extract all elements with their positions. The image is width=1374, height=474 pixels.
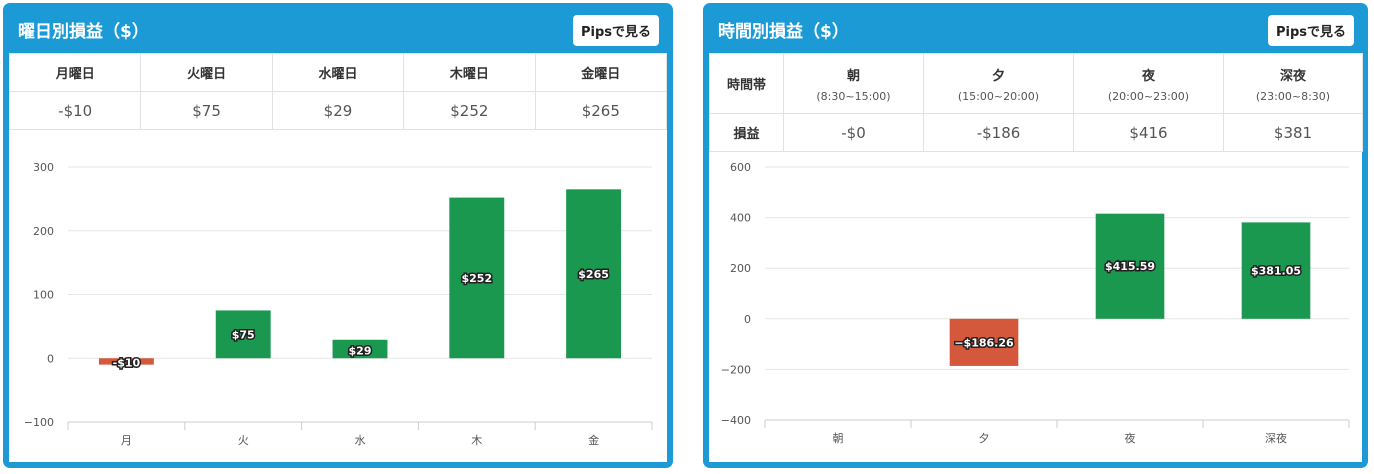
weekday-header: 月曜日 <box>8 53 142 92</box>
weekday-header: 木曜日 <box>403 53 536 92</box>
table-value-row: -$10 $75 $29 $252 $265 <box>8 91 668 130</box>
y-tick-label: 0 <box>744 313 751 326</box>
data-label: −$186.26 <box>954 336 1014 349</box>
panel-title: 時間別損益（$） <box>718 22 849 42</box>
panel-body: 月曜日 火曜日 水曜日 木曜日 金曜日 -$10 $75 $29 $252 $2… <box>8 53 668 462</box>
period-name: 朝 <box>846 68 860 84</box>
timeslot-table: 時間帯 朝 (8:30~15:00) 夕 (15:00~20:00) 夜 (20… <box>709 53 1363 152</box>
bar <box>449 197 505 359</box>
y-tick-label: 200 <box>33 225 54 238</box>
period-value: $381 <box>1223 113 1363 152</box>
weekday-bar-chart: 300 200 100 0 −100 -$10 月 $75 火 $29 水 $252 木 $265 金 <box>24 161 653 447</box>
y-tick-label: −400 <box>721 414 751 427</box>
y-tick-label: 0 <box>47 352 54 365</box>
bar <box>1241 222 1311 319</box>
view-pips-button[interactable]: Pipsで見る <box>573 15 659 46</box>
timeslot-pl-panel: 時間別損益（$） Pipsで見る 時間帯 朝 (8:30~15:00) 夕 (1… <box>703 3 1368 468</box>
period-name: 深夜 <box>1279 68 1306 84</box>
x-tick-label: 木 <box>471 434 482 447</box>
y-tick-label: −100 <box>24 416 54 429</box>
weekday-value: -$10 <box>8 91 142 130</box>
bar <box>215 310 271 359</box>
weekday-value: $265 <box>534 91 668 130</box>
x-tick-label: 夜 <box>1125 431 1136 445</box>
y-tick-label: 400 <box>730 212 751 225</box>
period-range: (8:30~15:00) <box>816 89 891 103</box>
time-zone-header: 時間帯 <box>709 53 784 114</box>
y-tick-label: 600 <box>730 161 751 174</box>
y-tick-label: −200 <box>721 363 751 376</box>
view-pips-button[interactable]: Pipsで見る <box>1268 15 1354 46</box>
x-tick-label: 月 <box>121 434 132 447</box>
y-tick-label: 100 <box>33 289 54 302</box>
period-name: 夜 <box>1141 68 1155 84</box>
y-tick-label: 300 <box>33 161 54 174</box>
period-name: 夕 <box>991 68 1005 84</box>
data-label: $381.05 <box>1251 265 1301 278</box>
period-header: 朝 (8:30~15:00) <box>783 53 924 114</box>
bar <box>98 358 154 365</box>
period-range: (23:00~8:30) <box>1255 89 1331 103</box>
weekday-table: 月曜日 火曜日 水曜日 木曜日 金曜日 -$10 $75 $29 $252 $2… <box>8 53 668 130</box>
x-tick-label: 水 <box>355 434 366 447</box>
bar <box>949 318 1019 366</box>
timeslot-bar-chart: 600 400 200 0 −200 −400 朝 −$186.26 夕 $415.59 夜 $381… <box>721 161 1350 445</box>
bar <box>1095 213 1165 319</box>
x-tick-label: 朝 <box>833 432 844 445</box>
weekday-header: 金曜日 <box>534 53 668 92</box>
bar <box>566 189 622 359</box>
period-value: -$0 <box>783 113 924 152</box>
period-value: $416 <box>1073 113 1224 152</box>
data-label: $265 <box>578 268 609 281</box>
period-header: 深夜 (23:00~8:30) <box>1223 53 1363 114</box>
panel-header: 曜日別損益（$） Pipsで見る <box>3 3 673 53</box>
period-value: -$186 <box>923 113 1074 152</box>
panel-title: 曜日別損益（$） <box>18 22 149 42</box>
data-label: $29 <box>349 344 372 357</box>
panel-header: 時間別損益（$） Pipsで見る <box>703 3 1368 53</box>
weekday-value: $252 <box>403 91 536 130</box>
weekday-value: $29 <box>271 91 405 130</box>
weekday-value: $75 <box>140 91 273 130</box>
period-range: (20:00~23:00) <box>1107 89 1190 103</box>
table-header-row: 月曜日 火曜日 水曜日 木曜日 金曜日 <box>8 53 668 92</box>
x-tick-label: 深夜 <box>1265 431 1287 445</box>
x-tick-label: 夕 <box>979 432 990 445</box>
period-range: (15:00~20:00) <box>957 89 1040 103</box>
data-label: $415.59 <box>1105 260 1155 273</box>
pl-row-header: 損益 <box>709 113 784 152</box>
weekday-header: 水曜日 <box>271 53 405 92</box>
data-label: $75 <box>232 328 255 341</box>
y-tick-label: 200 <box>730 262 751 275</box>
table-value-row: 損益 -$0 -$186 $416 $381 <box>709 113 1363 152</box>
period-header: 夜 (20:00~23:00) <box>1073 53 1224 114</box>
bar <box>332 339 388 359</box>
table-header-row: 時間帯 朝 (8:30~15:00) 夕 (15:00~20:00) 夜 (20… <box>709 53 1363 114</box>
data-label: -$10 <box>113 356 141 369</box>
data-label: $252 <box>461 272 492 285</box>
weekday-header: 火曜日 <box>140 53 273 92</box>
x-tick-label: 金 <box>588 433 599 447</box>
x-tick-label: 火 <box>238 434 249 447</box>
panel-body: 時間帯 朝 (8:30~15:00) 夕 (15:00~20:00) 夜 (20… <box>709 53 1363 462</box>
period-header: 夕 (15:00~20:00) <box>923 53 1074 114</box>
weekday-pl-panel: 曜日別損益（$） Pipsで見る 月曜日 火曜日 水曜日 木曜日 金曜日 -$1… <box>3 3 673 468</box>
